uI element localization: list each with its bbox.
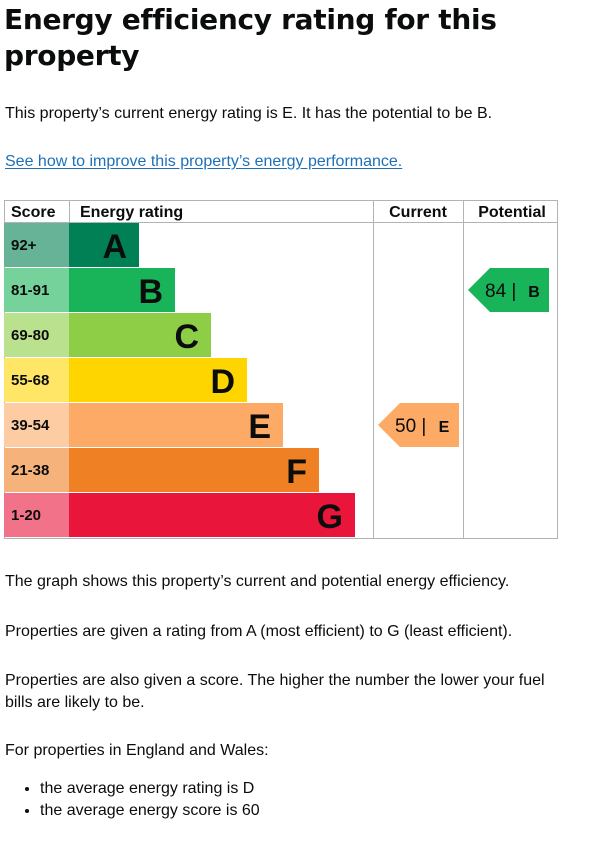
- average-rating-item: the average energy rating is D: [40, 778, 560, 800]
- potential-rating-letter: B: [528, 284, 540, 301]
- current-rating-letter: E: [439, 419, 450, 436]
- score-label-f: 21-38: [11, 462, 49, 479]
- score-cell-d: [4, 358, 69, 402]
- graph-explanation: The graph shows this property’s current …: [5, 573, 510, 590]
- improve-link-wrap: See how to improve this property’s energ…: [5, 151, 565, 173]
- england-wales-intro: For properties in England and Wales:: [5, 742, 269, 759]
- potential-rating-score: 84 |: [485, 281, 516, 302]
- rating-letter-e: E: [248, 408, 271, 446]
- intro-text: This property’s current energy rating is…: [5, 105, 493, 122]
- rating-markers: 50 | E 84 | B: [378, 268, 549, 447]
- score-label-c: 69-80: [11, 327, 49, 344]
- score-cell-a: [4, 223, 69, 267]
- current-header: Current: [389, 204, 447, 221]
- energy-rating-chart: Score Energy rating Current Potential 92…: [4, 200, 558, 539]
- rating-letter-a: A: [102, 228, 127, 266]
- score-cell-c: [4, 313, 69, 357]
- energy-rating-header: Energy rating: [80, 204, 183, 221]
- score-explanation: Properties are also given a score. The h…: [5, 672, 545, 711]
- rating-letter-d: D: [210, 363, 235, 401]
- averages-list: the average energy rating is D the avera…: [0, 778, 560, 822]
- score-label-b: 81-91: [11, 282, 49, 299]
- current-rating-arrow: [378, 403, 459, 447]
- rating-bar-a: [69, 223, 139, 267]
- page-title: Energy efficiency rating for this proper…: [4, 3, 497, 72]
- rating-explanation: Properties are given a rating from A (mo…: [5, 623, 513, 640]
- rating-bar-g: [69, 493, 355, 537]
- score-cell-b: [4, 268, 69, 312]
- rating-bar-b: [69, 268, 175, 312]
- improve-energy-link[interactable]: See how to improve this property’s energ…: [5, 153, 403, 170]
- score-cell-g: [4, 493, 69, 537]
- score-label-a: 92+: [11, 237, 37, 254]
- score-label-e: 39-54: [11, 417, 50, 434]
- score-header: Score: [11, 204, 56, 221]
- average-score-item: the average energy score is 60: [40, 800, 560, 822]
- score-label-d: 55-68: [11, 372, 49, 389]
- score-label-g: 1-20: [11, 507, 41, 524]
- rating-letter-b: B: [138, 273, 163, 311]
- score-cell-f: [4, 448, 69, 492]
- potential-rating-arrow: [468, 268, 549, 312]
- score-cell-e: [4, 403, 69, 447]
- potential-header: Potential: [478, 204, 546, 221]
- chart-headers: Score Energy rating Current Potential: [11, 204, 546, 221]
- rating-letter-f: F: [286, 453, 307, 491]
- rating-bar-c: [69, 313, 211, 357]
- current-rating-score: 50 |: [395, 416, 426, 437]
- rating-letter-c: C: [174, 318, 199, 356]
- rating-letter-g: G: [317, 498, 343, 536]
- rating-bands: 92+ A 81-91 B 69-80 C 55-68 D 39-54 E 21-38 F 1-20 G: [4, 223, 355, 537]
- rating-bar-f: [69, 448, 319, 492]
- rating-bar-d: [69, 358, 247, 402]
- rating-bar-e: [69, 403, 283, 447]
